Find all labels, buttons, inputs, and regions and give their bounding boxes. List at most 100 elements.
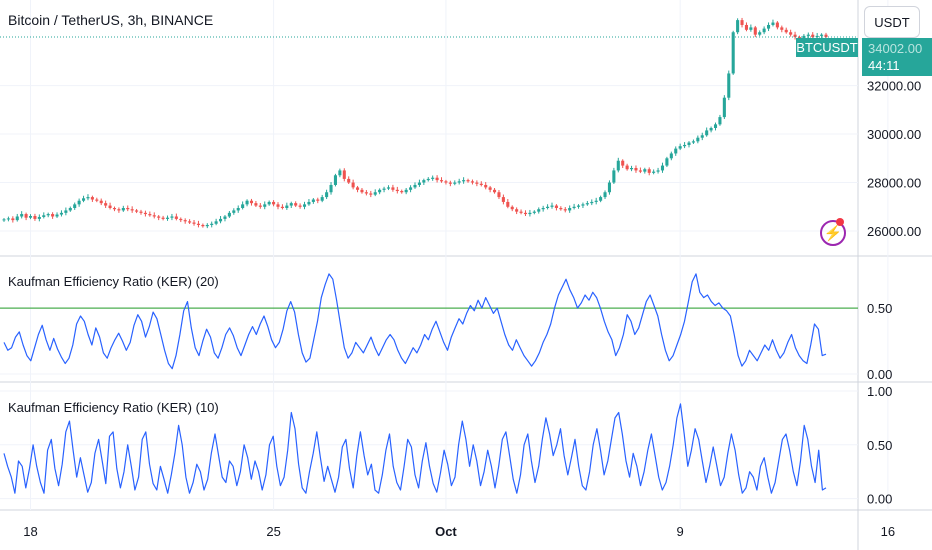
candle-body [448, 182, 452, 184]
candle-body [276, 204, 280, 207]
candle-body [316, 199, 320, 201]
candle-body [294, 203, 298, 206]
candle-body [320, 197, 324, 201]
candle-body [254, 203, 258, 206]
candle-body [135, 210, 139, 212]
bar-countdown-label: 44:11 [868, 58, 900, 73]
candle-body [143, 212, 147, 215]
ker10-series-line [3, 403, 827, 494]
candle-body [108, 205, 112, 208]
ker10-indicator-title[interactable]: Kaufman Efficiency Ratio (KER) (10) [8, 400, 219, 415]
candle-body [64, 210, 68, 213]
candle-body [576, 205, 581, 207]
candle-body [205, 224, 209, 227]
candle-body [77, 200, 81, 205]
lightning-bolt-icon[interactable]: ⚡ [820, 220, 846, 246]
candle-body [183, 220, 187, 222]
candle-body [453, 182, 457, 184]
candle-body [616, 160, 620, 171]
candle-body [280, 206, 284, 208]
candle-body [660, 165, 665, 171]
candle-body [444, 181, 448, 183]
candle-body [767, 24, 771, 29]
candle-body [519, 211, 523, 213]
candle-body [563, 209, 567, 211]
candle-body [2, 219, 6, 221]
candle-body [174, 216, 178, 219]
candle-body [550, 205, 554, 207]
candle-body [753, 27, 757, 35]
candle-body [736, 20, 740, 33]
candle-body [546, 206, 550, 208]
candle-body [333, 175, 337, 185]
candle-body [214, 221, 218, 224]
candle-body [329, 184, 333, 193]
candle-body [691, 141, 695, 143]
last-price-badge: 34002.00 44:11 [862, 38, 932, 76]
ker20-axis-tick-label: 0.00 [867, 367, 892, 382]
candle-body [210, 223, 214, 225]
candle-body [15, 216, 19, 221]
candle-body [713, 124, 718, 128]
candle-body [572, 206, 576, 208]
candle-body [647, 169, 651, 173]
candle-body [789, 32, 793, 35]
candle-body [42, 215, 46, 217]
candle-body [201, 224, 205, 227]
candle-body [59, 212, 63, 215]
candle-body [378, 189, 382, 193]
candle-body [104, 203, 108, 206]
candle-body [51, 214, 55, 217]
candle-body [784, 29, 788, 33]
candle-body [285, 205, 289, 208]
candle-body [6, 218, 10, 220]
candle-body [192, 222, 196, 224]
candle-body [179, 218, 183, 221]
candle-body [612, 170, 616, 183]
candle-body [634, 168, 638, 171]
ker20-axis-tick-label: 0.50 [867, 301, 892, 316]
candle-body [731, 32, 735, 74]
candle-body [439, 180, 444, 182]
candle-body [824, 34, 828, 38]
candle-body [705, 130, 709, 136]
candle-body [475, 182, 479, 184]
main-chart-title: Bitcoin / TetherUS, 3h, BINANCE [8, 12, 214, 28]
price-axis-tick-label: 32000.00 [867, 79, 921, 94]
notification-dot [836, 218, 844, 226]
candle-body [373, 192, 377, 195]
candle-body [369, 193, 373, 195]
candle-body [325, 192, 329, 198]
candle-body [625, 165, 629, 170]
time-axis-tick-label: 16 [881, 524, 895, 539]
candle-body [272, 201, 276, 205]
candle-body [820, 34, 824, 36]
candle-body [307, 201, 311, 205]
candle-body [815, 35, 819, 38]
candle-body [364, 192, 368, 194]
candle-body [311, 199, 315, 202]
candle-body [523, 212, 528, 215]
candle-body [559, 208, 563, 210]
candle-body [223, 216, 227, 219]
candle-body [718, 117, 722, 125]
candle-body [236, 208, 240, 211]
candle-body [46, 214, 50, 216]
candle-body [356, 187, 360, 190]
candle-body [338, 170, 342, 176]
currency-selector-button[interactable]: USDT [864, 6, 920, 38]
candle-body [515, 209, 519, 212]
candle-body [744, 24, 748, 30]
candle-body [33, 216, 37, 219]
candle-body [727, 73, 731, 98]
candle-body [148, 214, 152, 216]
candle-body [431, 177, 435, 179]
candle-body [24, 214, 28, 218]
candle-body [11, 218, 15, 221]
candle-body [241, 204, 245, 208]
candle-body [457, 181, 461, 183]
candle-body [152, 215, 156, 217]
ker20-indicator-title[interactable]: Kaufman Efficiency Ratio (KER) (20) [8, 274, 219, 289]
time-axis-tick-label: 18 [23, 524, 37, 539]
